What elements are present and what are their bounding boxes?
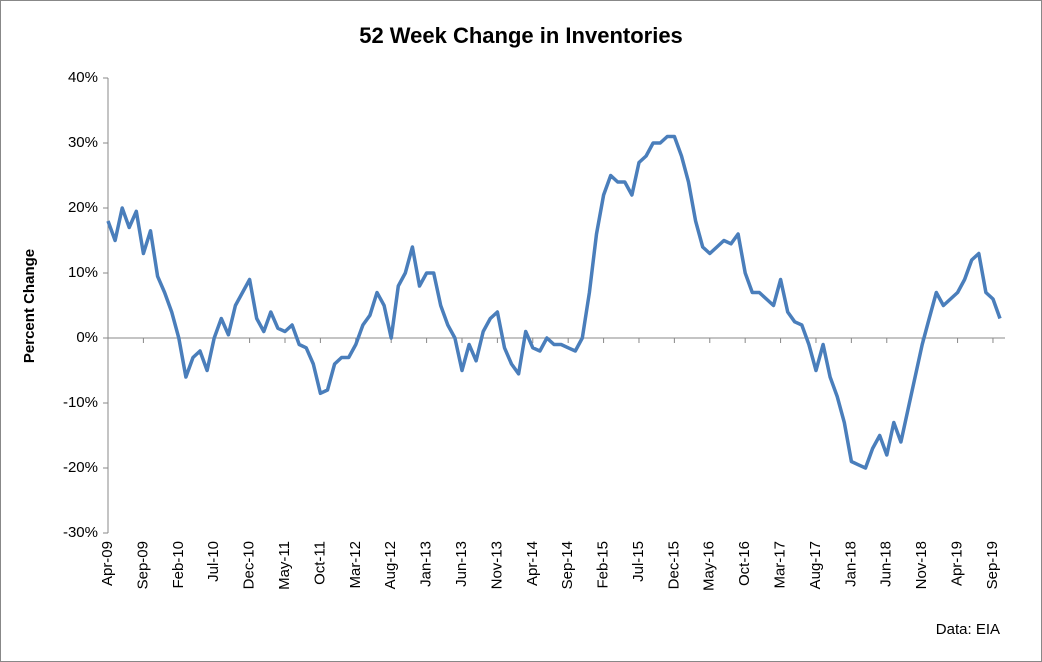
x-tick-label: Feb-10 <box>170 541 187 589</box>
y-tick-label: -20% <box>63 459 98 476</box>
x-tick-label: Sep-19 <box>984 541 1001 589</box>
x-tick-label: Sep-09 <box>134 541 151 589</box>
x-tick-label: Oct-11 <box>311 541 328 585</box>
annotation: Data: EIA <box>936 621 1000 638</box>
x-tick-label: Jun-13 <box>453 541 470 587</box>
data-line <box>106 134 1002 470</box>
y-tick-label: -10% <box>63 394 98 411</box>
x-tick-label: Mar-17 <box>772 541 789 589</box>
chart-title: 52 Week Change in Inventories <box>359 23 683 48</box>
y-tick-label: 10% <box>68 264 98 281</box>
y-tick-label: -30% <box>63 524 98 541</box>
x-tick-label: Jun-18 <box>878 541 895 587</box>
x-tick-label: Jul-10 <box>205 541 222 582</box>
x-tick-label: Apr-19 <box>949 541 966 586</box>
x-tick-label: Jan-13 <box>418 541 435 587</box>
x-tick-label: May-11 <box>276 541 293 590</box>
x-tick-label: Aug-12 <box>382 541 399 589</box>
x-tick-label: Mar-12 <box>347 541 364 589</box>
x-tick-label: Sep-14 <box>559 541 576 589</box>
x-tick-label: Nov-18 <box>913 541 930 589</box>
x-tick-label: Aug-17 <box>807 541 824 589</box>
y-axis-title: Percent Change <box>21 249 38 363</box>
x-tick-label: Feb-15 <box>595 541 612 589</box>
x-tick-label: Dec-15 <box>665 541 682 589</box>
y-tick-label: 40% <box>68 69 98 86</box>
y-tick-label: 20% <box>68 199 98 216</box>
x-tick-label: Nov-13 <box>488 541 505 589</box>
y-tick-label: 0% <box>76 329 98 346</box>
x-tick-label: Apr-14 <box>524 541 541 586</box>
x-tick-label: Jul-15 <box>630 541 647 582</box>
y-tick-label: 30% <box>68 134 98 151</box>
x-tick-label: Oct-16 <box>736 541 753 586</box>
x-tick-label: Dec-10 <box>241 541 258 589</box>
x-tick-label: May-16 <box>701 541 718 591</box>
x-tick-label: Apr-09 <box>99 541 116 586</box>
x-tick-label: Jan-18 <box>842 541 859 587</box>
